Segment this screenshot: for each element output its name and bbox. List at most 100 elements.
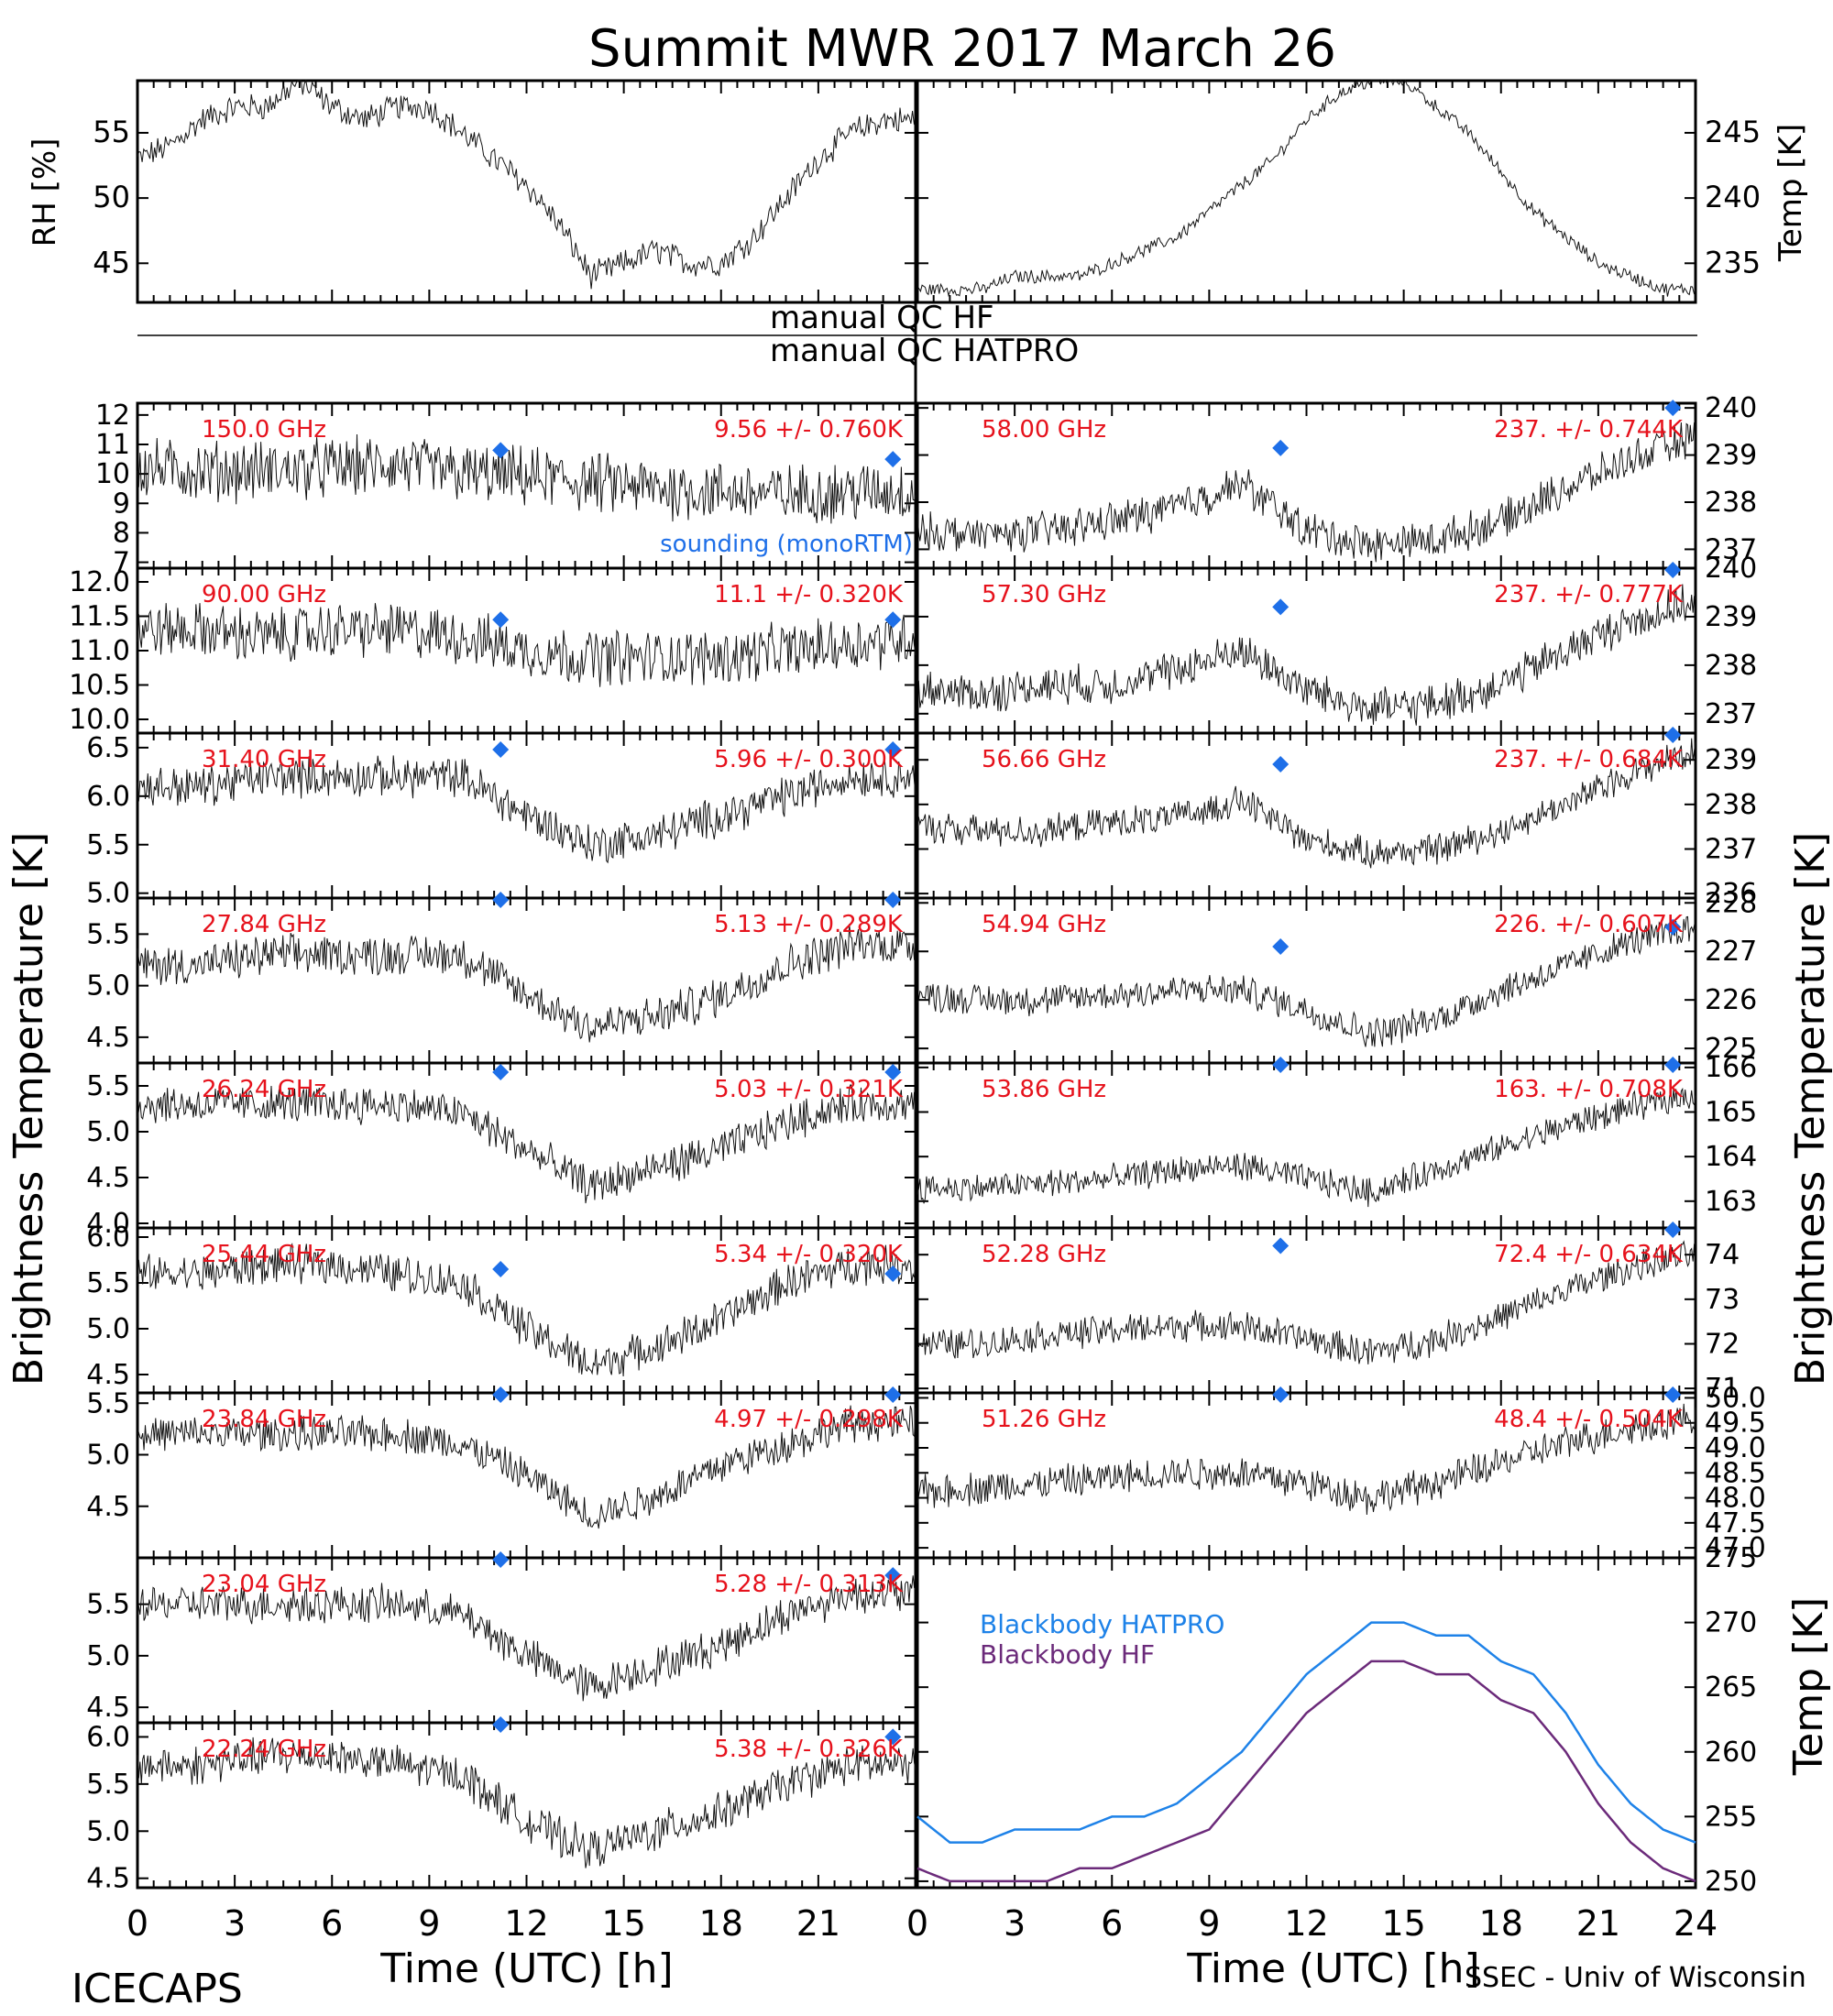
sounding-marker bbox=[1664, 1057, 1682, 1073]
sounding-marker bbox=[1272, 756, 1290, 773]
x-ticklabel: 15 bbox=[601, 1903, 645, 1944]
x-ticklabel: 24 bbox=[1674, 1903, 1718, 1944]
x-ticklabel: 18 bbox=[699, 1903, 743, 1944]
sounding-marker bbox=[1272, 439, 1290, 456]
tb-panel-ytick-label: 164 bbox=[1705, 1141, 1757, 1173]
temp-panel: 235 240 245 bbox=[916, 79, 1761, 304]
tb-panel-ytick-label: 10.5 bbox=[69, 670, 130, 702]
rh-frame bbox=[136, 79, 917, 304]
tb-panel-1: 10.010.511.011.512.0 90.00 GHz 11.1 +/- 0.… bbox=[69, 566, 917, 736]
sounding-marker bbox=[1664, 1386, 1682, 1403]
tb-panel-ytick-label: 50.0 bbox=[1705, 1382, 1766, 1414]
bb-ylabel: Temp [K] bbox=[1785, 1597, 1832, 1776]
tb-series-line bbox=[916, 915, 1696, 1047]
tb-panel-ytick-label: 4.5 bbox=[86, 1359, 130, 1391]
frequency-label: 56.66 GHz bbox=[982, 746, 1106, 773]
tb-panel-ytick-label: 225 bbox=[1705, 1033, 1757, 1065]
sounding-marker bbox=[884, 1567, 902, 1584]
stats-label: 5.96 +/- 0.300K bbox=[714, 746, 904, 773]
tb-panel-8: 4.5 5.0 5.5 6.0 22.24 GHz 5.38 +/- 0.326K bbox=[86, 1716, 917, 1895]
temp-frame bbox=[916, 79, 1697, 304]
tb-panel-ytick-label: 73 bbox=[1705, 1284, 1740, 1316]
tb-panel-ytick-label: 11.5 bbox=[69, 601, 130, 633]
sounding-marker bbox=[884, 892, 902, 908]
blackbody-line-0 bbox=[916, 1621, 1696, 1844]
tb-panel-ytick-label: 5.5 bbox=[86, 1769, 130, 1801]
tb-panel-11: 236 237 238 239 56.66 GHz 237. +/- 0.684K bbox=[916, 727, 1757, 910]
tb-panel-ytick-label: 6.0 bbox=[86, 781, 130, 813]
temp-line bbox=[916, 79, 1696, 298]
x-ticklabels-left: 0 3 6 9 12 15 18 21 bbox=[126, 1903, 840, 1944]
x-ticklabel: 0 bbox=[906, 1903, 928, 1944]
sounding-marker bbox=[492, 611, 510, 629]
tb-panel-12: 225 226 227 228 54.94 GHz 226. +/- 0.607K bbox=[916, 887, 1757, 1065]
sounding-marker bbox=[492, 892, 510, 908]
frequency-label: 57.30 GHz bbox=[982, 581, 1106, 608]
tb-panel-ytick-label: 163 bbox=[1705, 1186, 1757, 1218]
frequency-label: 52.28 GHz bbox=[982, 1241, 1106, 1268]
tb-panel-ytick-label: 238 bbox=[1705, 789, 1757, 821]
tb-series-line bbox=[137, 1083, 916, 1204]
stats-label: 5.38 +/- 0.326K bbox=[714, 1736, 904, 1763]
tb-series-line bbox=[137, 1575, 916, 1702]
bb-ytick-label: 255 bbox=[1705, 1801, 1757, 1833]
sounding-marker bbox=[884, 611, 902, 629]
stats-label: 11.1 +/- 0.320K bbox=[714, 581, 904, 608]
tb-panel-ytick-label: 5.0 bbox=[86, 1640, 130, 1672]
tb-panel-ytick-label: 11 bbox=[95, 429, 130, 461]
tb-panel-15: 47.047.548.048.549.049.550.0 51.26 GHz 48.… bbox=[916, 1382, 1766, 1564]
frequency-label: 90.00 GHz bbox=[202, 581, 326, 608]
sounding-marker bbox=[884, 1386, 902, 1403]
rh-ytick-label: 45 bbox=[93, 245, 130, 279]
tb-series-line bbox=[916, 584, 1696, 726]
tb-panel-7: 4.5 5.0 5.5 23.04 GHz 5.28 +/- 0.313K bbox=[86, 1551, 917, 1725]
tb-series-line bbox=[137, 755, 916, 864]
footer-icecaps: ICECAPS bbox=[71, 1966, 243, 2012]
x-ticklabel: 3 bbox=[224, 1903, 246, 1944]
tb-panel-ytick-label: 10.0 bbox=[69, 704, 130, 736]
frequency-label: 22.24 GHz bbox=[202, 1736, 326, 1763]
tb-panel-ytick-label: 5.5 bbox=[86, 1267, 130, 1299]
frequency-label: 54.94 GHz bbox=[982, 911, 1106, 938]
tb-panel-ytick-label: 72 bbox=[1705, 1328, 1740, 1360]
tb-panel-ytick-label: 48.0 bbox=[1705, 1483, 1766, 1515]
sounding-marker bbox=[492, 442, 510, 459]
tb-panel-ytick-label: 237 bbox=[1705, 833, 1757, 865]
sounding-marker bbox=[492, 1716, 510, 1733]
tb-series-line bbox=[916, 1240, 1696, 1364]
bb-ytick-label: 275 bbox=[1705, 1542, 1757, 1574]
temp-ytick-label: 235 bbox=[1705, 245, 1761, 279]
tb-panel-ytick-label: 6.0 bbox=[86, 1222, 130, 1254]
bb-ytick-label: 265 bbox=[1705, 1671, 1757, 1704]
tb-panel-ytick-label: 49.0 bbox=[1705, 1432, 1766, 1464]
tb-panel-3: 4.5 5.0 5.5 27.84 GHz 5.13 +/- 0.289K bbox=[86, 892, 917, 1065]
tb-series-line bbox=[137, 1405, 916, 1529]
tb-panel-ytick-label: 4.5 bbox=[86, 1022, 130, 1054]
sounding-marker bbox=[1272, 598, 1290, 616]
tb-panel-ytick-label: 11.0 bbox=[69, 635, 130, 667]
tb-series-line bbox=[916, 738, 1696, 869]
tb-panel-ytick-label: 5.5 bbox=[86, 829, 130, 861]
x-ticklabel: 18 bbox=[1479, 1903, 1523, 1944]
x-ticklabel: 0 bbox=[126, 1903, 148, 1944]
sounding-marker bbox=[1272, 1237, 1290, 1255]
tb-panel-ytick-label: 12.0 bbox=[69, 566, 130, 598]
rh-line bbox=[137, 79, 916, 290]
sounding-legend: sounding (monoRTM) bbox=[660, 531, 913, 558]
tb-panel-ytick-label: 238 bbox=[1705, 650, 1757, 682]
tb-panel-ytick-label: 5.5 bbox=[86, 918, 130, 950]
tb-panel-ytick-label: 5.0 bbox=[86, 970, 130, 1003]
tb-series-line bbox=[137, 924, 916, 1043]
tb-panel-ytick-label: 5.0 bbox=[86, 878, 130, 910]
stats-label: 237. +/- 0.777K bbox=[1494, 581, 1684, 608]
tb-series-line bbox=[137, 433, 916, 524]
tb-panel-ytick-label: 12 bbox=[95, 400, 130, 432]
tb-panel-ytick-label: 47.0 bbox=[1705, 1532, 1766, 1564]
tb-panel-ytick-label: 4.5 bbox=[86, 1491, 130, 1523]
x-ticklabel: 6 bbox=[321, 1903, 343, 1944]
sounding-marker bbox=[1664, 918, 1682, 936]
tb-panel-9: 237 238 239 240 58.00 GHz 237. +/- 0.744K bbox=[916, 392, 1757, 570]
frequency-label: 58.00 GHz bbox=[982, 416, 1106, 444]
tb-panel-5: 4.5 5.0 5.5 6.0 25.44 GHz 5.34 +/- 0.320K bbox=[86, 1222, 917, 1395]
